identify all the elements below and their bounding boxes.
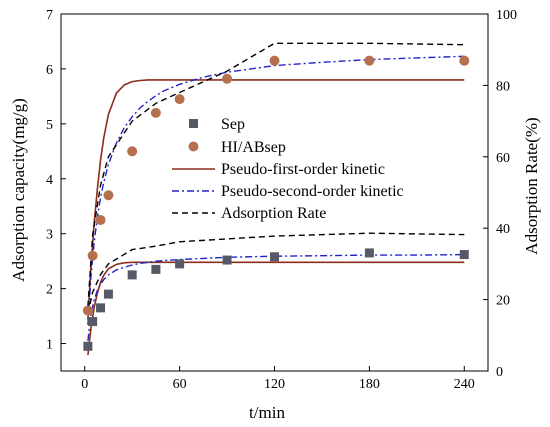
y2-tick-label-5: 100 bbox=[496, 8, 517, 23]
legend-entry-hi-absep: HI/ABsep bbox=[188, 139, 286, 156]
legend-label-pso: Pseudo-second-order kinetic bbox=[221, 183, 404, 200]
series-3-line-lower bbox=[87, 253, 465, 341]
series-1-point-10 bbox=[459, 55, 470, 66]
x-tick-label-3: 180 bbox=[359, 377, 380, 392]
y-tick-label-0: 1 bbox=[46, 338, 53, 353]
y-tick-label-5: 6 bbox=[46, 63, 53, 78]
x-tick-label-1: 60 bbox=[173, 377, 187, 392]
y-axis-title: Adsorption capacity(mg/g) bbox=[9, 98, 28, 282]
marker-layer bbox=[82, 55, 470, 351]
series-0-point-5 bbox=[151, 264, 161, 274]
series-1-point-7 bbox=[222, 73, 233, 84]
legend-entry-pfo: Pseudo-first-order kinetic bbox=[172, 161, 385, 178]
legend-entry-sep: Sep bbox=[189, 116, 245, 133]
legend-label-hi-absep: HI/ABsep bbox=[221, 139, 286, 156]
y-tick-label-3: 4 bbox=[46, 173, 53, 188]
y2-tick-label-1: 20 bbox=[496, 294, 510, 309]
legend-marker-sep bbox=[189, 119, 198, 128]
legend-label-sep: Sep bbox=[221, 116, 245, 133]
y2-tick-label-2: 40 bbox=[496, 222, 510, 237]
series-2-line-lower bbox=[87, 261, 465, 356]
series-2-line-upper bbox=[87, 79, 465, 320]
y2-tick-label-0: 0 bbox=[496, 365, 503, 380]
y-tick-label-2: 3 bbox=[46, 228, 53, 243]
series-0-point-1 bbox=[88, 317, 98, 327]
legend-entry-adsorption-rate: Adsorption Rate bbox=[172, 205, 326, 222]
series-0-point-10 bbox=[459, 250, 469, 260]
series-0-point-3 bbox=[103, 289, 113, 299]
series-0-point-7 bbox=[222, 255, 232, 265]
x-tick-label-4: 240 bbox=[454, 377, 475, 392]
series-1-point-4 bbox=[127, 146, 138, 157]
series-4-line-lower bbox=[87, 232, 465, 315]
series-3-line-upper bbox=[87, 55, 465, 325]
y2-tick-label-4: 80 bbox=[496, 79, 510, 94]
series-0-point-6 bbox=[175, 259, 185, 269]
series-layer bbox=[87, 42, 465, 356]
y-tick-label-6: 7 bbox=[46, 8, 53, 23]
legend-label-adsorption-rate: Adsorption Rate bbox=[221, 205, 326, 222]
series-1-point-8 bbox=[269, 55, 280, 66]
series-4-line-upper bbox=[87, 42, 465, 307]
x-tick-label-2: 120 bbox=[264, 377, 285, 392]
series-1-point-9 bbox=[364, 55, 375, 66]
plot-frame bbox=[60, 13, 489, 372]
series-1-point-2 bbox=[95, 214, 106, 225]
y2-tick-label-3: 60 bbox=[496, 151, 510, 166]
series-1-point-1 bbox=[87, 250, 98, 261]
legend-marker-hi-absep bbox=[188, 141, 199, 152]
y-tick-label-1: 2 bbox=[46, 283, 53, 298]
series-1-point-0 bbox=[82, 305, 93, 316]
x-axis-title: t/min bbox=[249, 403, 285, 422]
x-tick-label-0: 0 bbox=[81, 377, 88, 392]
series-1-point-6 bbox=[174, 94, 185, 105]
series-0-point-2 bbox=[96, 303, 106, 313]
series-0-point-0 bbox=[83, 341, 93, 351]
legend: Sep HI/ABsep Pseudo-first-order kinetic … bbox=[172, 116, 404, 222]
tick-labels: 0 60 120 180 240 1 2 3 4 5 6 7 0 20 40 60 80 100 bbox=[46, 8, 517, 392]
y2-axis-title: Adsorption Rate(%) bbox=[522, 117, 541, 254]
series-1-point-5 bbox=[150, 107, 161, 118]
legend-entry-pso: Pseudo-second-order kinetic bbox=[172, 183, 404, 200]
series-0-point-4 bbox=[127, 270, 137, 280]
series-0-point-9 bbox=[364, 248, 374, 258]
series-0-point-8 bbox=[270, 252, 279, 262]
legend-label-pfo: Pseudo-first-order kinetic bbox=[221, 161, 385, 178]
series-1-point-3 bbox=[103, 190, 114, 201]
y-tick-label-4: 5 bbox=[46, 118, 53, 133]
